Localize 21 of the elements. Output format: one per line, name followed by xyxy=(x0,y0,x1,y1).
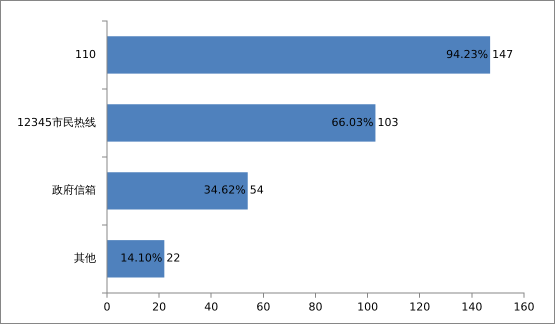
data-label: 66.03% 103 xyxy=(331,116,398,129)
x-tick-label: 0 xyxy=(103,300,110,314)
x-tick-label: 20 xyxy=(152,300,166,314)
x-tick-label: 160 xyxy=(514,300,534,314)
bar xyxy=(107,104,376,142)
x-tick-label: 100 xyxy=(357,300,378,314)
data-label: 34.62% 54 xyxy=(204,184,264,197)
x-tick-label: 60 xyxy=(256,300,270,314)
bar xyxy=(107,172,248,210)
y-tick-label: 110 xyxy=(74,48,96,61)
data-label: 14.10% 22 xyxy=(120,252,180,265)
y-tick-label: 12345市民热线 xyxy=(16,116,96,129)
y-tick-label: 政府信箱 xyxy=(52,184,96,197)
bar xyxy=(107,240,164,278)
x-tick-label: 120 xyxy=(409,300,430,314)
data-label: 94.23% 147 xyxy=(446,48,514,61)
x-tick-label: 140 xyxy=(461,300,482,314)
x-tick-label: 40 xyxy=(204,300,218,314)
y-tick-label: 其他 xyxy=(74,252,96,265)
bar xyxy=(107,36,490,74)
x-tick-label: 80 xyxy=(308,300,322,314)
